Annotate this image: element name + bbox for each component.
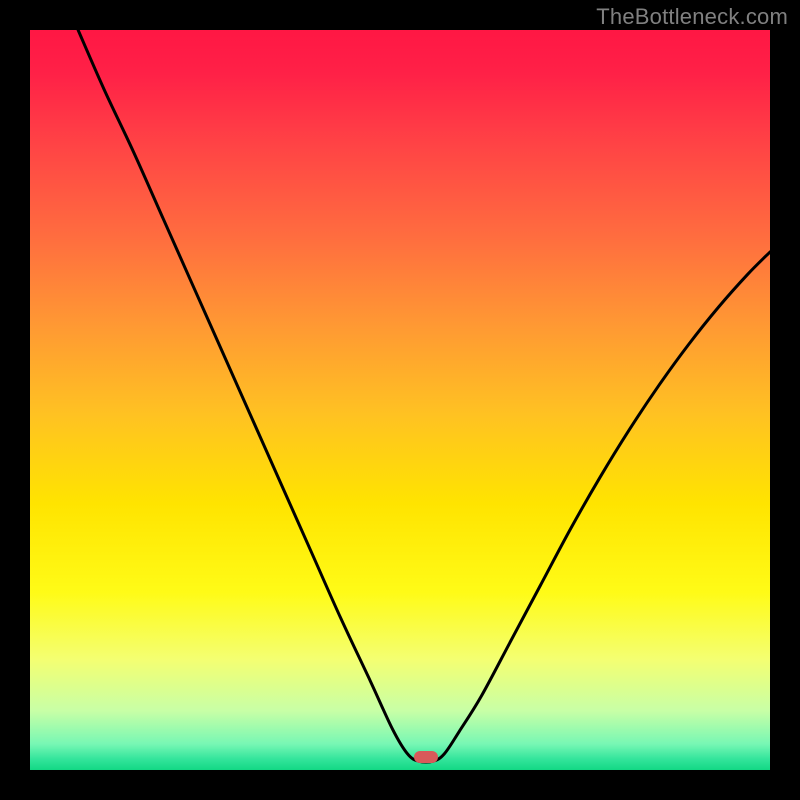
bottleneck-curve (30, 30, 770, 770)
plot-area (30, 30, 770, 770)
watermark-text: TheBottleneck.com (596, 4, 788, 30)
optimal-marker (414, 751, 438, 763)
canvas-root: TheBottleneck.com (0, 0, 800, 800)
